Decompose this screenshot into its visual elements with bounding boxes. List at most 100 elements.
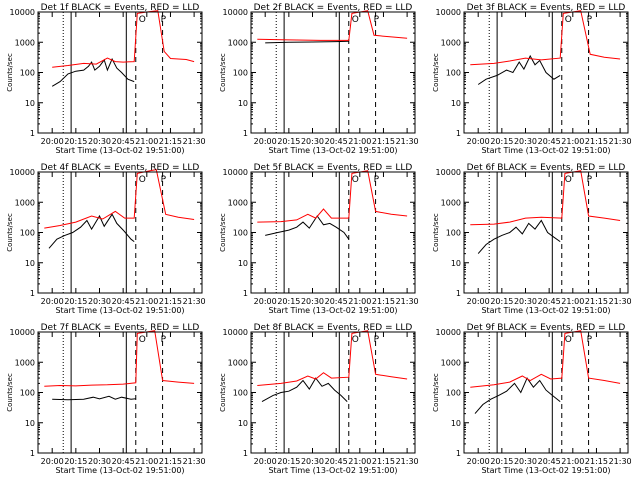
marker-glyph: P: [161, 335, 167, 345]
lld-line: [257, 10, 408, 41]
y-tick-label: 1: [456, 449, 461, 458]
y-tick-label: 1: [30, 289, 35, 298]
y-tick-label: 10: [25, 99, 35, 108]
y-tick-label: 10: [451, 99, 461, 108]
x-tick-label: 21:00: [348, 137, 371, 146]
lld-line: [257, 330, 408, 386]
y-tick-label: 10: [238, 99, 248, 108]
detector-panel-1: O P Det 1f BLACK = Events, RED = LLD 1 10 100…: [6, 3, 206, 155]
x-tick-label: 20:30: [301, 297, 324, 306]
marker-glyph: O: [565, 15, 572, 25]
y-axis-label: Counts/sec: [219, 373, 227, 412]
y-axis-label: Counts/sec: [6, 213, 14, 252]
y-tick-label: 100: [20, 69, 35, 78]
y-tick-label: 10000: [10, 8, 35, 17]
detector-panel-5: O P Det 5f BLACK = Events, RED = LLD 1 10 100…: [219, 163, 419, 315]
detector-panel-9: O P Det 9f BLACK = Events, RED = LLD 1 10 100…: [432, 323, 632, 475]
lld-line: [257, 170, 408, 223]
plot-frame: [250, 331, 416, 454]
lld-line: [470, 170, 621, 226]
x-tick-label: 20:45: [112, 457, 135, 466]
y-axis-label: Counts/sec: [432, 213, 440, 252]
x-tick-label: 20:15: [277, 137, 300, 146]
plot-frame: [463, 171, 629, 294]
x-tick-label: 21:30: [183, 457, 206, 466]
x-tick-label: 20:30: [514, 457, 537, 466]
x-axis-label: Start Time (13-Oct-02 19:51:00): [268, 146, 397, 155]
plot-frame: [37, 11, 203, 134]
y-tick-label: 10000: [436, 328, 461, 337]
y-tick-label: 1: [456, 289, 461, 298]
x-tick-label: 20:00: [467, 137, 490, 146]
y-tick-label: 100: [446, 229, 461, 238]
x-tick-label: 21:30: [396, 457, 419, 466]
y-tick-label: 1000: [15, 38, 35, 47]
y-tick-label: 1: [456, 129, 461, 138]
x-tick-label: 20:15: [64, 457, 87, 466]
marker-glyph: P: [587, 175, 593, 185]
plot-frame: [250, 11, 416, 134]
lld-line: [470, 10, 621, 66]
y-tick-label: 10000: [223, 168, 248, 177]
marker-glyph: P: [587, 15, 593, 25]
x-tick-label: 21:00: [561, 457, 584, 466]
y-axis-label: Counts/sec: [6, 373, 14, 412]
panel-title: Det 2f BLACK = Events, RED = LLD: [254, 3, 413, 13]
marker-glyph: O: [139, 335, 146, 345]
x-tick-label: 21:00: [135, 137, 158, 146]
panel-title: Det 7f BLACK = Events, RED = LLD: [41, 323, 200, 333]
detector-panel-7: O P Det 7f BLACK = Events, RED = LLD 1 10 100…: [6, 323, 206, 475]
x-axis-label: Start Time (13-Oct-02 19:51:00): [481, 466, 610, 475]
x-axis-label: Start Time (13-Oct-02 19:51:00): [268, 466, 397, 475]
panel-title: Det 5f BLACK = Events, RED = LLD: [254, 163, 413, 173]
events-line: [48, 213, 135, 249]
y-tick-label: 10: [25, 259, 35, 268]
x-tick-label: 20:00: [41, 457, 64, 466]
y-tick-label: 1: [243, 449, 248, 458]
marker-glyph: O: [139, 15, 146, 25]
x-tick-label: 20:30: [301, 457, 324, 466]
x-tick-label: 20:00: [41, 297, 64, 306]
x-tick-label: 20:15: [490, 457, 513, 466]
x-tick-label: 21:15: [159, 297, 182, 306]
x-tick-label: 20:45: [325, 457, 348, 466]
y-axis-label: Counts/sec: [219, 213, 227, 252]
marker-glyph: P: [374, 15, 380, 25]
x-tick-label: 20:30: [88, 297, 111, 306]
lld-line: [52, 10, 195, 68]
x-tick-label: 21:15: [159, 137, 182, 146]
x-tick-label: 20:15: [277, 457, 300, 466]
y-axis-label: Counts/sec: [219, 53, 227, 92]
y-tick-label: 1: [30, 129, 35, 138]
lld-line: [44, 330, 195, 387]
plot-frame: [37, 171, 203, 294]
x-tick-label: 20:45: [112, 137, 135, 146]
panel-title: Det 3f BLACK = Events, RED = LLD: [467, 3, 626, 13]
x-tick-label: 20:30: [88, 457, 111, 466]
x-tick-label: 20:45: [538, 137, 561, 146]
x-tick-label: 20:15: [490, 137, 513, 146]
x-tick-label: 21:15: [372, 457, 395, 466]
x-tick-label: 21:15: [372, 137, 395, 146]
y-tick-label: 100: [446, 69, 461, 78]
y-tick-label: 1000: [15, 198, 35, 207]
marker-glyph: P: [374, 335, 380, 345]
x-tick-label: 20:45: [538, 457, 561, 466]
events-line: [265, 215, 350, 240]
x-tick-label: 20:45: [325, 137, 348, 146]
y-tick-label: 1000: [441, 38, 461, 47]
x-tick-label: 20:15: [490, 297, 513, 306]
lld-line: [470, 330, 621, 388]
detector-panel-3: O P Det 3f BLACK = Events, RED = LLD 1 10 100…: [432, 3, 632, 155]
x-tick-label: 21:00: [348, 457, 371, 466]
y-tick-label: 100: [233, 229, 248, 238]
x-tick-label: 21:30: [396, 297, 419, 306]
x-axis-label: Start Time (13-Oct-02 19:51:00): [55, 306, 184, 315]
x-tick-label: 21:15: [585, 137, 608, 146]
y-axis-label: Counts/sec: [432, 373, 440, 412]
events-line: [52, 395, 136, 401]
x-tick-label: 20:15: [64, 297, 87, 306]
y-axis-label: Counts/sec: [432, 53, 440, 92]
marker-glyph: O: [139, 175, 146, 185]
y-tick-label: 1000: [441, 198, 461, 207]
